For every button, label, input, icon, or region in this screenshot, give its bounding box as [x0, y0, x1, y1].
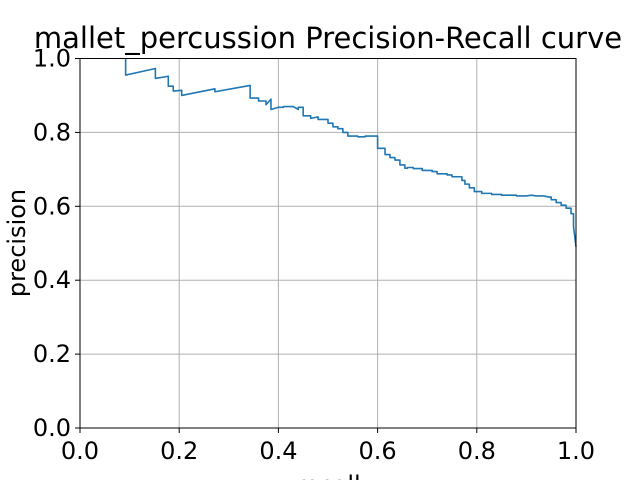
chart-title: mallet_percussion Precision-Recall curve: [34, 21, 622, 55]
x-tick-label: 0.0: [61, 437, 99, 465]
y-axis-ticks: 0.0 0.2 0.4 0.6 0.8 1.0: [33, 45, 80, 442]
y-axis-title: precision: [3, 189, 31, 297]
x-axis-ticks: 0.0 0.2 0.4 0.6 0.8 1.0: [61, 428, 595, 465]
y-tick-label: 0.8: [33, 118, 71, 146]
x-axis-title: recall: [295, 471, 360, 480]
x-tick-label: 0.8: [458, 437, 496, 465]
x-tick-label: 0.2: [160, 437, 198, 465]
y-tick-label: 0.2: [33, 340, 71, 368]
precision-recall-line: [124, 58, 577, 248]
y-tick-label: 1.0: [33, 45, 71, 73]
x-tick-label: 1.0: [557, 437, 595, 465]
y-tick-label: 0.6: [33, 192, 71, 220]
y-tick-label: 0.4: [33, 266, 71, 294]
x-tick-label: 0.6: [359, 437, 397, 465]
y-tick-label: 0.0: [33, 414, 71, 442]
plot-area: [124, 58, 577, 248]
x-tick-label: 0.4: [259, 437, 297, 465]
plot-frame: [79, 58, 577, 429]
